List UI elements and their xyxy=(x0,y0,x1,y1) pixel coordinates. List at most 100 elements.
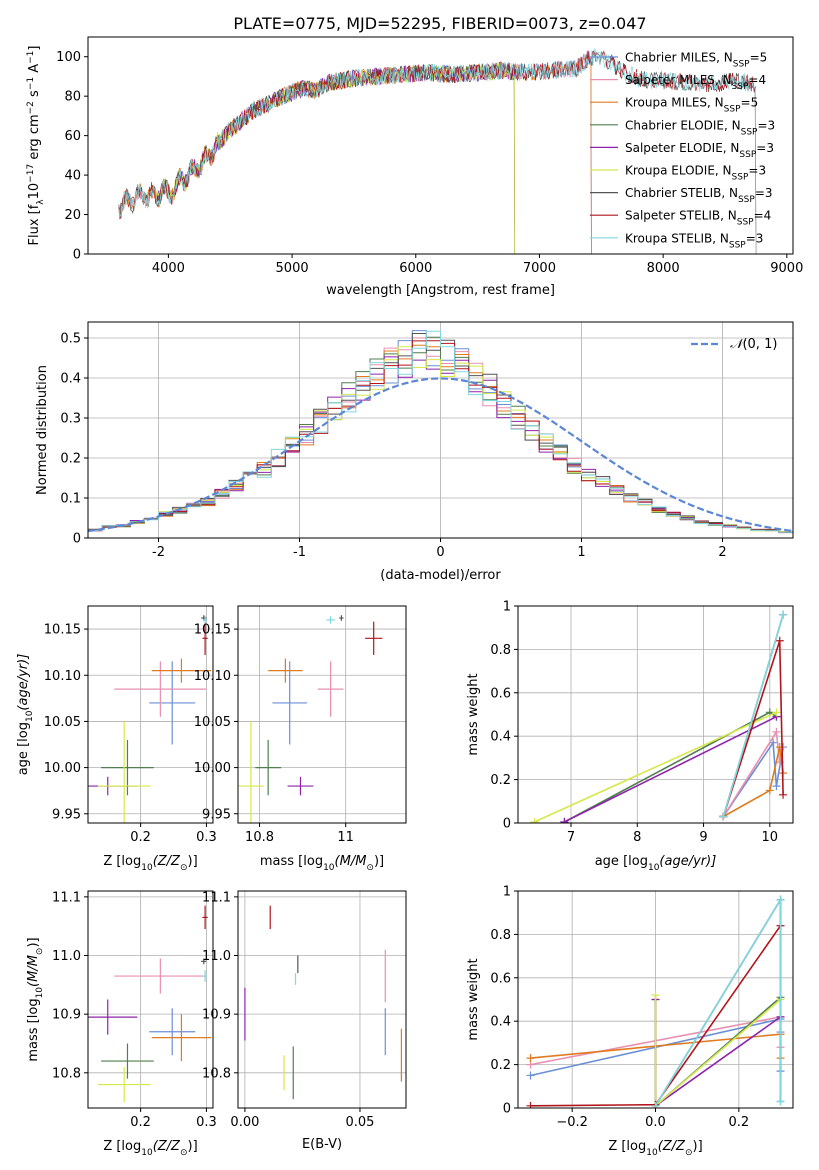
label-part: =3 xyxy=(755,186,773,200)
label-part: =4 xyxy=(754,209,772,223)
mass-weight-line xyxy=(564,715,777,823)
mass-weight-line xyxy=(654,896,782,1107)
y-tick-label: 10.10 xyxy=(44,669,81,684)
legend: 𝒩(0, 1) xyxy=(691,337,777,352)
label-part: Z [log xyxy=(103,854,141,869)
y-tick-label: 10.9 xyxy=(202,1008,231,1023)
y-tick-label: 11.0 xyxy=(202,949,231,964)
label-part: A xyxy=(27,64,42,77)
label-part: ⊙ xyxy=(180,863,188,873)
y-tick-label: 0.8 xyxy=(490,643,511,658)
plus-marker xyxy=(526,1071,535,1080)
label-part: SSP xyxy=(729,240,746,250)
label-part: =3 xyxy=(756,141,774,155)
y-tick-label: 0 xyxy=(503,1102,511,1117)
label-part: erg cm xyxy=(27,114,42,163)
y-tick-label: 10.15 xyxy=(194,623,231,638)
x-tick-label: −0.2 xyxy=(556,1115,588,1130)
y-tick-label: 9.95 xyxy=(202,807,231,822)
axes-mass-vs-Z: 0.2 0.310.810.911.011.1Z [log10(Z/Z⊙)]mas… xyxy=(26,890,217,1158)
plus-marker xyxy=(651,991,660,1000)
x-axis-label: mass [log10(M/M⊙)] xyxy=(260,854,384,873)
x-tick-label: 0.3 xyxy=(196,1115,217,1130)
label-part: 10 xyxy=(646,1148,658,1158)
label-part: =3 xyxy=(757,118,775,132)
label-part: (M/M xyxy=(335,854,367,869)
axes-frame xyxy=(517,605,794,824)
x-tick-label: 0.00 xyxy=(230,1115,259,1130)
label-part: 10 xyxy=(25,710,35,722)
x-tick-label: 0 xyxy=(436,545,444,560)
label-part: =3 xyxy=(748,164,766,178)
x-axis-label: (data-model)/error xyxy=(380,568,501,583)
y-tick-label: 0.8 xyxy=(490,928,511,943)
axes-frame xyxy=(237,605,407,824)
label-part: Salpeter ELODIE, N xyxy=(625,141,739,155)
label-part: Chabrier MILES, N xyxy=(625,51,733,65)
y-tick-label: 0.1 xyxy=(60,492,81,507)
y-tick-label: 0 xyxy=(73,248,81,263)
plus-marker xyxy=(779,790,788,799)
plus-marker xyxy=(719,812,728,821)
spectrum-line xyxy=(118,47,757,254)
label-part: mass weight xyxy=(466,673,481,755)
label-part: SSP xyxy=(724,105,741,115)
legend-label: 𝒩(0, 1) xyxy=(730,337,777,352)
label-part: E(B-V) xyxy=(302,1137,342,1152)
label-part: s xyxy=(27,90,42,101)
label-part: SSP xyxy=(741,127,758,137)
label-part: (Z/Z xyxy=(153,1139,181,1154)
label-part: (0, 1) xyxy=(742,337,777,352)
label-part: Kroupa ELODIE, N xyxy=(625,164,732,178)
label-part: age [log xyxy=(16,722,31,775)
y-tick-label: 0.3 xyxy=(60,412,81,427)
x-tick-label: 0.0 xyxy=(645,1115,666,1130)
y-axis-label: Normed distribution xyxy=(35,365,50,495)
legend-label: Kroupa MILES, NSSP=5 xyxy=(625,96,758,115)
y-tick-label: 10.00 xyxy=(44,761,81,776)
label-part: Z [log xyxy=(103,1139,141,1154)
label-part: age [log xyxy=(595,854,648,869)
label-part: −2 xyxy=(26,101,36,114)
label-part: 10 xyxy=(141,1148,153,1158)
x-tick-label: 8000 xyxy=(647,261,680,276)
x-tick-label: 9000 xyxy=(770,261,803,276)
axes-frame xyxy=(87,605,214,824)
x-tick-label: -1 xyxy=(293,545,306,560)
label-part: SSP xyxy=(732,82,749,92)
label-part: SSP xyxy=(737,218,754,228)
axes-spectrum: 4000 5000 6000 7000 8000 9000 0 20 40 60 80 100 wave… xyxy=(26,36,803,298)
y-axis-label: age [log10(age/yr)] xyxy=(16,654,35,776)
legend-label: Chabrier MILES, NSSP=5 xyxy=(625,51,767,70)
y-tick-label: 11.1 xyxy=(52,890,81,905)
label-part: (Z/Z xyxy=(153,854,181,869)
axes-mass-vs-ebv: 0.00 0.05 10.8 10.9 11.0 11.1 E(B-V) xyxy=(202,890,407,1152)
label-part: mass [log xyxy=(26,998,41,1061)
label-part: (age/yr)] xyxy=(659,854,716,869)
label-part: (M/M xyxy=(26,955,41,987)
label-part: ⊙ xyxy=(685,1148,693,1158)
axes-frame xyxy=(87,890,214,1109)
legend-label: Kroupa STELIB, NSSP=3 xyxy=(625,231,763,250)
y-tick-label: 0 xyxy=(73,532,81,547)
label-part: SSP xyxy=(739,150,756,160)
x-tick-label: 10 xyxy=(762,830,779,845)
legend-label: Kroupa ELODIE, NSSP=3 xyxy=(625,164,766,183)
plus-marker xyxy=(775,636,784,645)
legend-label: Chabrier ELODIE, NSSP=3 xyxy=(625,118,775,137)
x-axis-label: age [log10(age/yr)] xyxy=(595,854,717,873)
y-tick-label: 10.8 xyxy=(52,1066,81,1081)
x-tick-label: 7000 xyxy=(523,261,556,276)
label-part: 10 xyxy=(35,987,45,999)
label-part: )] xyxy=(693,1139,703,1154)
plus-marker xyxy=(772,727,781,736)
legend-label: Salpeter STELIB, NSSP=4 xyxy=(625,209,771,228)
y-tick-label: 9.95 xyxy=(52,807,81,822)
y-tick-label: 10.10 xyxy=(194,669,231,684)
y-axis-label: Flux [fλ10−17 erg cm−2 s−1 A−1] xyxy=(26,46,46,246)
label-part: (age/yr)] xyxy=(16,654,31,711)
label-part: mass weight xyxy=(466,958,481,1040)
plus-marker xyxy=(765,786,774,795)
label-part: mass [log xyxy=(260,854,323,869)
